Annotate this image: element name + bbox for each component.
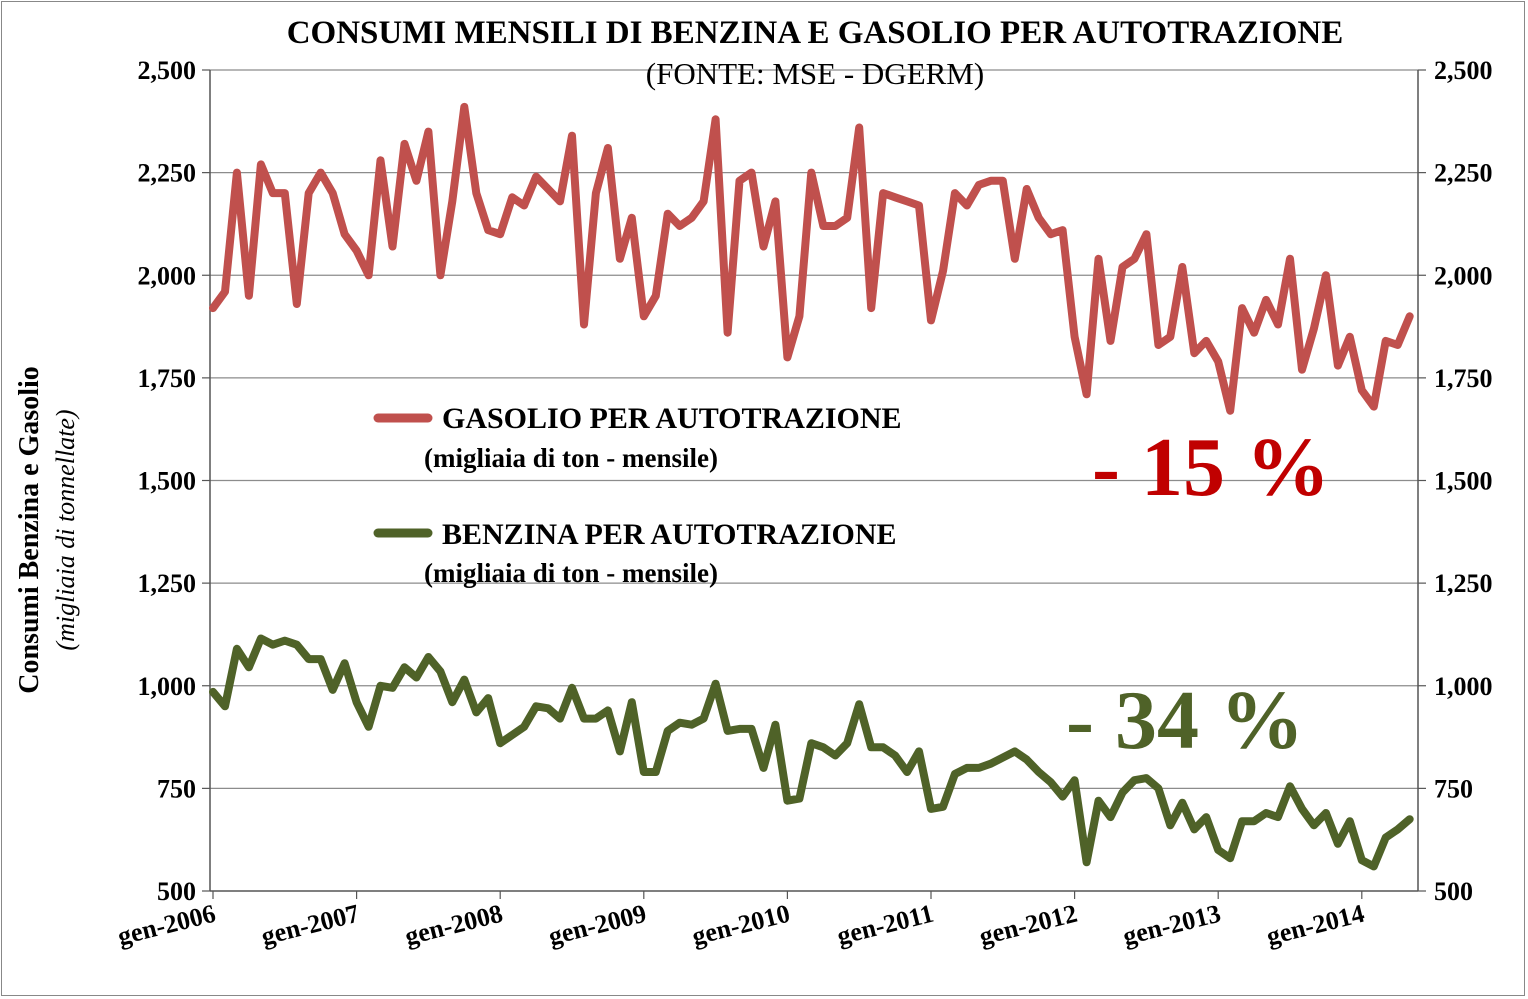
legend-label-benzina: BENZINA PER AUTOTRAZIONE (442, 518, 897, 551)
chart-title: CONSUMI MENSILI DI BENZINA E GASOLIO PER… (287, 15, 1344, 51)
y-tick-label-right: 1,500 (1434, 467, 1493, 496)
y-axis-label-group: Consumi Benzina e Gasolio (migliaia di t… (14, 366, 80, 693)
y-axis-left-ticks: 500 750 1,000 1,250 1,500 1,750 2,000 2,250 2,50… (138, 56, 197, 906)
y-tick-label-left: 2,000 (138, 261, 197, 290)
y-tick-label-right: 2,250 (1434, 159, 1493, 188)
y-tick-label-right: 1,000 (1434, 672, 1493, 701)
x-tick-label: gen-2013 (1120, 899, 1224, 951)
x-tick-label: gen-2006 (115, 899, 219, 951)
x-tick-label: gen-2012 (976, 899, 1080, 951)
y-tick-label-left: 750 (157, 774, 196, 803)
y-tick-label-right: 2,500 (1434, 56, 1493, 85)
y-axis-label: Consumi Benzina e Gasolio (14, 366, 45, 693)
y-tick-label-left: 1,500 (138, 467, 197, 496)
y-tick-label-right: 750 (1434, 774, 1473, 803)
y-tick-label-right: 500 (1434, 877, 1473, 906)
y-tick-label-left: 1,250 (138, 569, 197, 598)
legend: GASOLIO PER AUTOTRAZIONE (migliaia di to… (373, 402, 902, 588)
annotation-benzina-change: - 34 % (1066, 674, 1304, 767)
chart-subtitle: (FONTE: MSE - DGERM) (646, 56, 984, 91)
x-tick-label: gen-2011 (834, 899, 936, 951)
y-axis-unit-label: (migliaia di tonnellate) (51, 409, 80, 650)
series-lines (209, 102, 1414, 871)
x-axis-ticks: gen-2006 gen-2007 gen-2008 gen-2009 gen-2010… (115, 899, 1368, 951)
legend-label-gasolio: GASOLIO PER AUTOTRAZIONE (442, 402, 902, 435)
y-tick-label-left: 1,750 (138, 364, 197, 393)
y-tick-label-right: 1,750 (1434, 364, 1493, 393)
series-line-benzina (209, 634, 1414, 871)
y-tick-label-right: 1,250 (1434, 569, 1493, 598)
x-tick-label: gen-2010 (689, 899, 793, 951)
y-tick-label-left: 2,250 (138, 159, 197, 188)
x-tick-label: gen-2007 (258, 899, 362, 951)
y-tick-label-left: 500 (157, 877, 196, 906)
y-tick-label-left: 1,000 (138, 672, 197, 701)
gridlines (210, 69, 1418, 789)
legend-unit-benzina: (migliaia di ton - mensile) (424, 558, 718, 588)
x-tick-label: gen-2014 (1264, 899, 1368, 951)
legend-unit-gasolio: (migliaia di ton - mensile) (424, 443, 718, 473)
x-tick-label: gen-2009 (546, 899, 650, 951)
annotation-gasolio-change: - 15 % (1092, 421, 1330, 514)
series-line-gasolio (209, 102, 1414, 415)
y-tick-label-right: 2,000 (1434, 261, 1493, 290)
y-tick-label-left: 2,500 (138, 56, 197, 85)
x-tick-label: gen-2008 (402, 899, 506, 951)
axes (202, 69, 1426, 899)
y-axis-right-ticks: 500 750 1,000 1,250 1,500 1,750 2,000 2,250 2,50… (1434, 56, 1493, 906)
